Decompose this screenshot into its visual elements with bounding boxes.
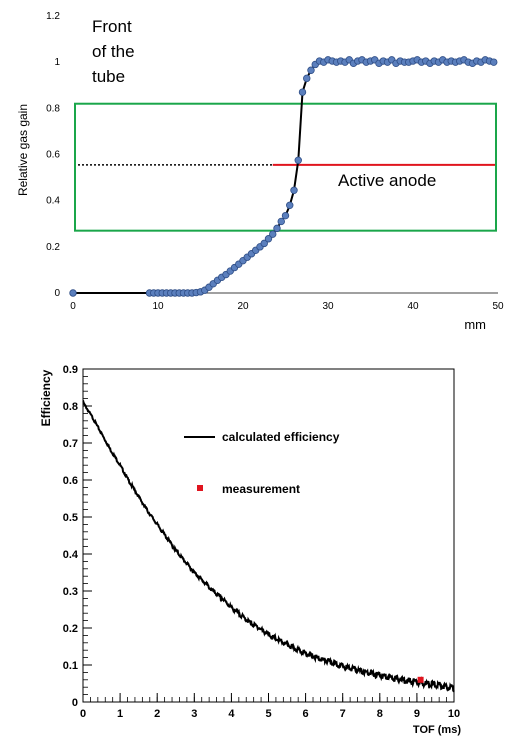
chart2-frame	[82, 368, 455, 703]
chart2-y-tick: 0.6	[63, 475, 78, 487]
gain-point	[294, 156, 302, 164]
gain-point	[298, 88, 307, 96]
annotation-front: Front	[92, 17, 132, 36]
chart1-y-tick: 0.6	[46, 150, 60, 161]
chart2-x-ticks: 0 1 2 3 4 5 6 7 8 9 10	[80, 693, 460, 720]
chart1-y-tick: 1.2	[46, 11, 60, 22]
chart1-y-tick: 1	[54, 57, 60, 68]
chart2-ylabel: Efficiency	[39, 369, 53, 426]
legend-measurement-swatch	[197, 485, 203, 491]
chart2-x-tick: 5	[265, 708, 271, 720]
chart1-y-tick: 0.2	[46, 242, 60, 253]
chart1-x-tick: 20	[237, 301, 249, 312]
chart2-x-tick: 1	[117, 708, 123, 720]
efficiency-chart: Efficiency TOF (ms) 00.10.20.30.40.50.60…	[39, 364, 461, 736]
chart1-x-tick: 30	[322, 301, 334, 312]
chart1-x-ticks: 0 10 20 30 40 50	[70, 301, 504, 312]
gain-markers	[69, 56, 498, 297]
annotation-of-the: of the	[92, 42, 135, 61]
annotation-tube: tube	[92, 67, 125, 86]
chart2-x-tick: 8	[377, 708, 383, 720]
gain-point	[303, 74, 311, 83]
chart1-y-tick: 0.8	[46, 103, 60, 114]
chart2-x-tick: 7	[340, 708, 346, 720]
chart2-y-tick: 0.2	[63, 623, 78, 635]
annotation-active-anode: Active anode	[338, 171, 436, 190]
chart2-x-tick: 0	[80, 708, 86, 720]
chart2-y-tick: 0.1	[63, 660, 78, 672]
chart2-y-tick: 0.9	[63, 364, 78, 376]
gain-point	[277, 217, 285, 226]
legend-calc-label: calculated efficiency	[222, 430, 340, 444]
chart1-x-tick: 50	[492, 301, 504, 312]
gain-point	[69, 289, 77, 297]
chart1-ylabel: Relative gas gain	[16, 104, 30, 196]
gain-point	[290, 186, 298, 194]
chart2-y-ticks: 0 0.1 0.2 0.3 0.4 0.5 0.6 0.7 0.8 0.9	[63, 364, 92, 709]
chart1-x-tick: 10	[152, 301, 164, 312]
gain-point	[490, 58, 498, 66]
green-box	[74, 102, 497, 232]
chart2-x-tick: 9	[414, 708, 420, 720]
chart2-x-tick: 2	[154, 708, 160, 720]
chart2-x-tick: 3	[191, 708, 197, 720]
chart2-y-tick: 0.3	[63, 586, 78, 598]
chart2-y-tick: 0.5	[63, 512, 78, 524]
chart1-x-tick: 40	[407, 301, 419, 312]
gain-point	[269, 230, 277, 238]
gain-point	[273, 224, 281, 233]
chart1-xlabel: mm	[464, 317, 486, 332]
gain-point	[307, 66, 315, 74]
chart2-legend: calculated efficiency measurement	[184, 430, 340, 496]
chart1-y-ticks: 0 0.2 0.4 0.6 0.8 1 1.2	[46, 11, 60, 299]
chart2-x-tick: 10	[448, 708, 460, 720]
gain-point	[281, 211, 290, 220]
chart1-y-tick: 0	[54, 288, 60, 299]
chart2-y-tick: 0.7	[63, 438, 78, 450]
gas-gain-chart: Relative gas gain mm 0 0.2 0.4 0.6 0.8 1 1.2 0…	[16, 11, 504, 332]
chart2-x-tick: 4	[228, 708, 235, 720]
gain-point	[260, 239, 268, 248]
chart1-y-tick: 0.4	[46, 196, 60, 207]
legend-measurement-label: measurement	[222, 482, 300, 496]
measurement-marker	[417, 676, 424, 683]
chart1-x-tick: 0	[70, 301, 76, 312]
chart2-y-tick: 0.8	[63, 401, 78, 413]
chart2-y-tick: 0	[72, 697, 78, 709]
chart2-x-tick: 6	[303, 708, 309, 720]
calculated-efficiency-line	[82, 399, 455, 693]
chart2-xlabel: TOF (ms)	[413, 724, 461, 736]
gain-point	[286, 201, 294, 209]
chart2-y-tick: 0.4	[63, 549, 79, 561]
gain-point	[264, 235, 273, 243]
